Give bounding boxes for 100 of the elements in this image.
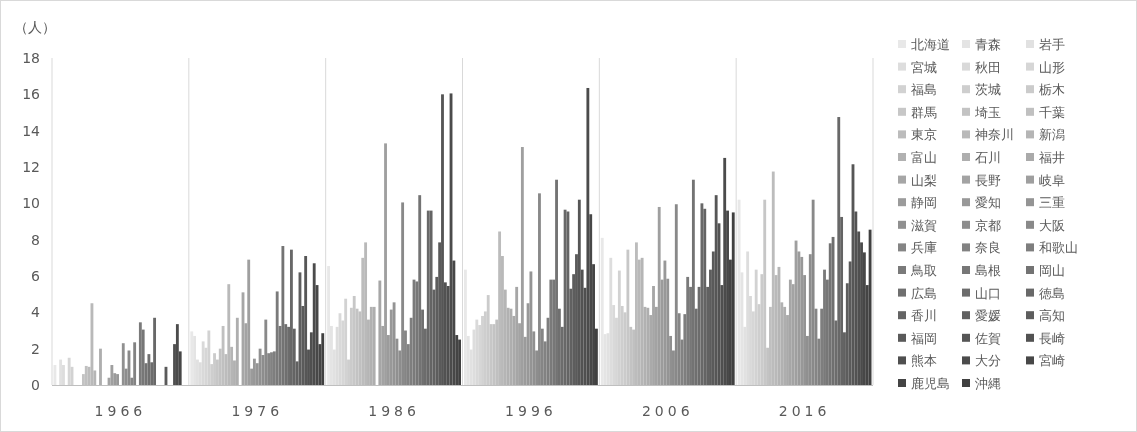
legend-label: 青森: [975, 37, 1001, 52]
legend-label: 岩手: [1039, 37, 1065, 52]
legend-label: 滋賀: [911, 217, 937, 233]
y-tick-label: 18: [22, 50, 40, 66]
y-tick-label: 0: [31, 377, 40, 393]
x-tick-label: 2006: [641, 403, 694, 419]
bar: [264, 319, 268, 385]
bar: [837, 117, 841, 385]
bar: [321, 333, 325, 385]
y-tick-label: 14: [22, 122, 41, 139]
legend-label: 埼玉: [974, 104, 1001, 120]
y-tick-label: 2: [31, 340, 40, 357]
bar: [714, 195, 718, 385]
bar: [99, 348, 102, 385]
legend-label: 静岡: [911, 195, 937, 211]
legend-label: 山口: [975, 285, 1001, 301]
legend-label: 兵庫: [911, 240, 937, 256]
bar: [418, 195, 422, 385]
x-tick-label: 2016: [778, 403, 831, 419]
bar: [657, 206, 661, 385]
y-tick-label: 12: [22, 159, 40, 175]
x-tick-label: 1996: [505, 403, 557, 419]
bar: [201, 341, 205, 385]
bar: [401, 202, 405, 385]
legend-label: 福井: [1039, 150, 1065, 165]
bar: [258, 348, 262, 385]
bar: [281, 246, 285, 385]
bar: [674, 204, 678, 385]
bar: [617, 270, 621, 385]
bar: [731, 212, 735, 385]
legend-label: 三重: [1039, 195, 1065, 211]
y-tick-label: 16: [22, 86, 41, 103]
legend-label: 香川: [911, 308, 937, 324]
bar: [175, 324, 179, 385]
bar: [555, 179, 558, 385]
legend-label: 高知: [1039, 308, 1065, 324]
y-tick-label: 6: [31, 268, 41, 284]
bar: [529, 271, 533, 385]
bar: [290, 249, 293, 385]
legend-label: 長崎: [1039, 330, 1065, 346]
legend-label: 千葉: [1039, 104, 1065, 120]
y-axis-title: （人）: [14, 19, 56, 35]
x-tick-label: 1986: [368, 403, 420, 419]
legend-label: 愛知: [975, 195, 1001, 211]
legend-label: 岐阜: [1039, 172, 1065, 188]
bar: [686, 276, 690, 385]
legend-label: 沖縄: [975, 376, 1001, 391]
legend-label: 島根: [975, 263, 1001, 278]
y-tick-label: 10: [22, 195, 40, 212]
bar: [147, 354, 151, 385]
x-tick-label: 1966: [94, 403, 147, 419]
bar: [652, 285, 655, 385]
bar: [723, 157, 727, 385]
legend-label: 山梨: [911, 172, 937, 188]
legend-label: 茨城: [975, 82, 1001, 98]
bar: [153, 317, 157, 385]
legend-label: 福岡: [911, 330, 937, 346]
bar: [691, 179, 695, 385]
bar: [344, 298, 348, 385]
legend-label: 広島: [911, 285, 937, 301]
legend-label: 秋田: [975, 59, 1001, 75]
bar: [609, 257, 613, 385]
legend-label: 奈良: [975, 240, 1001, 256]
bar: [247, 259, 251, 385]
legend-label: 熊本: [911, 353, 937, 369]
bar: [811, 199, 815, 385]
y-tick-label: 4: [31, 304, 41, 321]
bar: [754, 269, 758, 385]
bar: [138, 322, 142, 385]
bar: [110, 365, 114, 385]
legend-label: 愛媛: [975, 308, 1001, 324]
bar: [441, 94, 444, 385]
bar: [67, 357, 71, 385]
bar: [823, 269, 826, 385]
bar: [312, 263, 316, 385]
legend-label: 鳥取: [910, 263, 937, 278]
bar: [577, 199, 581, 385]
bar: [304, 256, 308, 385]
bar: [788, 279, 792, 385]
x-tick-label: 1976: [231, 403, 284, 419]
legend-label: 新潟: [1039, 127, 1065, 143]
legend-label: 神奈川: [975, 127, 1014, 143]
bar: [746, 251, 750, 385]
legend-label: 岡山: [1039, 263, 1065, 278]
legend-label: 山形: [1039, 59, 1065, 75]
legend-label: 京都: [975, 217, 1001, 233]
legend-label: 和歌山: [1039, 240, 1078, 256]
legend-label: 大分: [975, 353, 1001, 369]
bar: [384, 143, 387, 385]
legend-label: 長野: [975, 172, 1001, 188]
bar: [235, 317, 239, 385]
bar: [207, 330, 211, 385]
legend-label: 富山: [911, 150, 937, 165]
legend-label: 鹿児島: [911, 376, 950, 391]
bar: [464, 269, 467, 385]
bar: [520, 147, 524, 385]
legend-label: 徳島: [1039, 285, 1065, 301]
bar: [392, 302, 396, 385]
legend-label: 群馬: [911, 104, 937, 120]
bar: [327, 266, 331, 385]
